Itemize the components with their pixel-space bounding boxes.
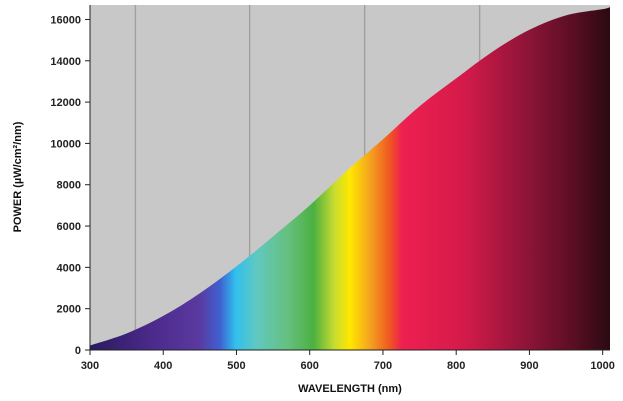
x-tick-label-700: 700 (374, 360, 392, 372)
x-tick-label-500: 500 (227, 360, 245, 372)
y-tick-label-0: 0 (75, 345, 81, 357)
y-axis-title: POWER (µW/cm²/nm) (12, 121, 24, 232)
y-tick-label-12000: 12000 (50, 97, 81, 109)
y-tick-label-16000: 16000 (50, 14, 81, 26)
y-tick-label-2000: 2000 (57, 304, 81, 316)
y-axis-ticks: 0 2000 4000 6000 8000 10000 12000 14000 16000 (50, 14, 90, 357)
x-axis-ticks: 300 400 500 600 700 800 900 1000 (81, 350, 615, 372)
x-tick-label-800: 800 (447, 360, 465, 372)
x-tick-label-300: 300 (81, 360, 99, 372)
y-tick-label-6000: 6000 (57, 221, 81, 233)
x-tick-label-600: 600 (301, 360, 319, 372)
y-tick-label-4000: 4000 (57, 262, 81, 274)
x-axis-title: WAVELENGTH (nm) (298, 383, 402, 395)
y-tick-label-10000: 10000 (50, 138, 81, 150)
spectrum-area (90, 7, 610, 351)
y-tick-label-14000: 14000 (50, 56, 81, 68)
y-tick-label-8000: 8000 (57, 180, 81, 192)
x-tick-label-1000: 1000 (590, 360, 614, 372)
x-tick-label-400: 400 (154, 360, 172, 372)
x-tick-label-900: 900 (520, 360, 538, 372)
